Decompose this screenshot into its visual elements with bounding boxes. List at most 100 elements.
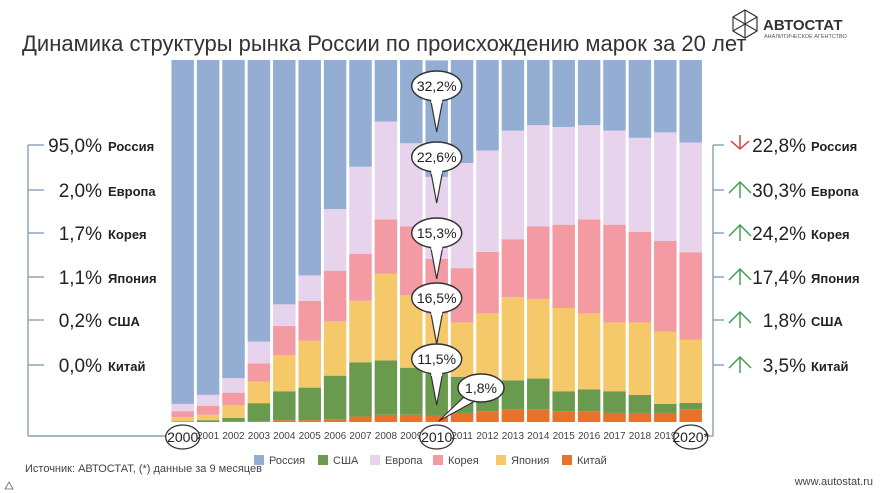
website-link[interactable]: www.autostat.ru: [794, 476, 873, 488]
year-label-2009: 2009: [400, 431, 423, 442]
trend-up-arrow-icon: [728, 224, 752, 241]
corner-warning-icon: [4, 481, 14, 490]
bar-segment-2002-3: [222, 392, 245, 406]
stacked-bars: [171, 60, 702, 422]
left-pct-2: 1,7%: [59, 224, 102, 245]
highlight-value-0: 32,2%: [417, 78, 457, 94]
legend-swatch: [254, 455, 264, 465]
year-badge-2000: [165, 424, 201, 450]
year-label-2010: 2010: [421, 429, 452, 445]
left-pct-0: 95,0%: [48, 136, 102, 157]
highlight-bubble-3: 16,5%: [411, 282, 463, 345]
highlight-value-1: 22,6%: [417, 149, 457, 165]
year-label-2004: 2004: [273, 431, 296, 442]
highlight-value-5: 1,8%: [465, 380, 497, 396]
right-pct-4: 1,8%: [763, 311, 806, 332]
year-label-2006: 2006: [324, 431, 347, 442]
bar-segment-2005-2: [298, 340, 321, 388]
bar-segment-2020-5: [679, 60, 702, 143]
year-label-2019: 2019: [654, 431, 677, 442]
bar-segment-2005-1: [298, 387, 321, 421]
year-badge-2010: [419, 424, 455, 450]
legend-label: Япония: [511, 455, 549, 467]
highlight-bubble-2: 15,3%: [411, 217, 463, 280]
legend: Россия США Европа Корея Япония Китай: [254, 455, 607, 467]
year-label-2008: 2008: [375, 431, 398, 442]
bar-segment-2003-4: [247, 341, 271, 364]
left-label-5: Китай: [108, 359, 146, 374]
highlight-bubble-4: 11,5%: [411, 343, 463, 406]
bar-segment-2006-3: [323, 270, 347, 322]
left-pct-5: 0,0%: [59, 356, 102, 377]
bar-segment-2006-0: [323, 419, 347, 422]
year-label-2017: 2017: [603, 431, 626, 442]
logo-name: АВТОСТАТ: [763, 17, 842, 34]
legend-swatch: [562, 455, 572, 465]
bar-segment-2019-4: [654, 132, 677, 241]
bar-segment-2018-3: [628, 231, 652, 323]
highlight-bubble-0: 32,2%: [411, 70, 463, 133]
bar-segment-2008-2: [374, 273, 398, 361]
right-label-2: Корея: [811, 227, 850, 242]
bar-segment-2017-2: [603, 322, 626, 392]
year-label-2013: 2013: [502, 431, 525, 442]
bar-segment-2004-4: [273, 304, 296, 327]
year-label-2002: 2002: [222, 431, 245, 442]
year-label-2016: 2016: [578, 431, 601, 442]
legend-label: Европа: [385, 455, 423, 467]
highlight-value-3: 16,5%: [417, 290, 457, 306]
bar-segment-2009-5: [400, 60, 423, 144]
bar-segment-2017-1: [603, 391, 626, 413]
bar-segment-2019-2: [654, 331, 677, 404]
bar-segment-2012-0: [476, 411, 499, 422]
bar-segment-2015-1: [552, 391, 575, 412]
bar-segment-2014-1: [527, 378, 550, 410]
bar-segment-2018-5: [628, 60, 652, 138]
left-pct-3: 1,1%: [59, 268, 102, 289]
legend-swatch: [370, 455, 380, 465]
bar-segment-2005-0: [298, 420, 321, 422]
bar-segment-2007-2: [349, 300, 372, 363]
bar-segment-2012-2: [476, 313, 499, 383]
legend-item-3: Корея: [433, 455, 479, 467]
year-label-2000: 2000: [167, 429, 198, 445]
bar-segment-2016-1: [577, 389, 601, 412]
bar-segment-2014-5: [527, 60, 550, 126]
right-label-3: Япония: [811, 271, 860, 286]
bar-segment-2005-4: [298, 275, 321, 301]
bar-segment-2000-2: [171, 417, 194, 422]
bar-segment-2005-5: [298, 60, 321, 276]
bar-segment-2006-5: [323, 60, 347, 210]
bar-segment-2010-0: [425, 415, 448, 422]
bar-segment-2014-3: [527, 226, 550, 299]
legend-item-1: США: [318, 455, 359, 467]
legend-item-2: Европа: [370, 455, 423, 467]
bar-segment-2001-2: [196, 414, 220, 421]
bar-segment-2016-2: [577, 313, 601, 390]
summary-brackets: [27, 145, 714, 437]
bar-segment-2003-3: [247, 363, 271, 382]
bar-segment-2000-1: [171, 421, 194, 422]
bar-segment-2020-4: [679, 142, 702, 253]
bar-segment-2015-0: [552, 411, 575, 422]
bar-segment-2001-1: [196, 420, 220, 422]
bar-segment-2020-0: [679, 409, 702, 422]
right-label-1: Европа: [811, 184, 859, 199]
bar-segment-2007-4: [349, 166, 372, 254]
legend-swatch: [433, 455, 443, 465]
bar-segment-2007-3: [349, 253, 372, 301]
bar-segment-2005-3: [298, 300, 321, 341]
bar-segment-2002-2: [222, 405, 245, 419]
bar-segment-2020-3: [679, 252, 702, 340]
bar-segment-2013-2: [501, 297, 525, 381]
left-label-2: Корея: [108, 227, 147, 242]
bar-segment-2002-5: [222, 60, 245, 379]
bar-segment-2013-0: [501, 409, 525, 422]
right-summary: 22,8% Россия 30,3% Европа 24,2% Корея 17,4% Япо…: [713, 135, 860, 377]
bar-segment-2001-4: [196, 394, 220, 406]
highlight-value-4: 11,5%: [417, 351, 456, 367]
bar-segment-2020-2: [679, 339, 702, 403]
bar-segment-2007-5: [349, 60, 372, 167]
bar-segment-2011-3: [450, 268, 474, 323]
bar-segment-2008-4: [374, 121, 398, 220]
